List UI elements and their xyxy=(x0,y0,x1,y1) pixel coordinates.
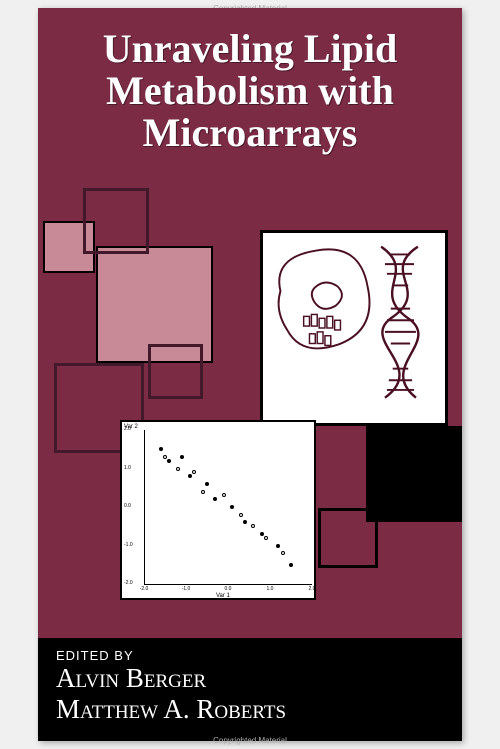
scatter-point xyxy=(230,505,234,509)
scatter-point xyxy=(192,470,196,474)
scatter-point xyxy=(243,520,247,524)
watermark-bottom: Copyrighted Material xyxy=(213,736,287,745)
y-tick: 1.0 xyxy=(124,465,131,471)
scatter-point xyxy=(180,455,184,459)
x-axis xyxy=(144,584,312,585)
x-tick: 1.0 xyxy=(262,586,278,592)
decorative-square xyxy=(318,508,378,568)
scatter-point xyxy=(201,490,205,494)
scatter-point xyxy=(188,474,192,478)
scatter-point xyxy=(289,563,293,567)
y-tick: 0.0 xyxy=(124,503,131,509)
scatter-point xyxy=(222,493,226,497)
title-line-2: Metabolism with xyxy=(38,70,462,112)
editor-name-2: Matthew A. Roberts xyxy=(56,694,462,725)
editor-band: EDITED BY Alvin Berger Matthew A. Robert… xyxy=(38,638,462,741)
scatter-point xyxy=(176,467,180,471)
scatter-point xyxy=(213,497,217,501)
x-axis-label: Var 1 xyxy=(216,593,230,599)
x-tick: 2.0 xyxy=(304,586,320,592)
scatter-point xyxy=(264,536,268,540)
y-tick: -1.0 xyxy=(124,542,133,548)
book-cover: Copyrighted Material Unraveling Lipid Me… xyxy=(38,8,462,741)
x-tick: -2.0 xyxy=(136,586,152,592)
scatter-point xyxy=(239,513,243,517)
decorative-square xyxy=(148,344,203,399)
editor-name-1: Alvin Berger xyxy=(56,663,462,694)
scatter-chart: -2.0-1.00.01.02.0-2.0-1.00.01.02.0Var 1V… xyxy=(120,420,316,600)
scatter-point xyxy=(167,459,171,463)
y-axis xyxy=(144,430,145,584)
scatter-point xyxy=(251,524,255,528)
scatter-point xyxy=(159,447,163,451)
y-tick: -2.0 xyxy=(124,580,133,586)
title-line-3: Microarrays xyxy=(38,112,462,154)
x-tick: -1.0 xyxy=(178,586,194,592)
scatter-point xyxy=(276,544,280,548)
y-axis-label: Var 2 xyxy=(124,424,138,430)
decorative-square xyxy=(83,188,149,254)
title-block: Unraveling Lipid Metabolism with Microar… xyxy=(38,28,462,154)
dna-cell-svg xyxy=(263,233,445,423)
x-tick: 0.0 xyxy=(220,586,236,592)
scatter-point xyxy=(205,482,209,486)
scatter-point xyxy=(281,551,285,555)
scatter-point xyxy=(260,532,264,536)
cell-dna-illustration xyxy=(260,230,448,426)
title-line-1: Unraveling Lipid xyxy=(38,28,462,70)
scatter-point xyxy=(163,455,167,459)
decorative-square xyxy=(366,426,462,522)
edited-by-label: EDITED BY xyxy=(56,648,462,663)
